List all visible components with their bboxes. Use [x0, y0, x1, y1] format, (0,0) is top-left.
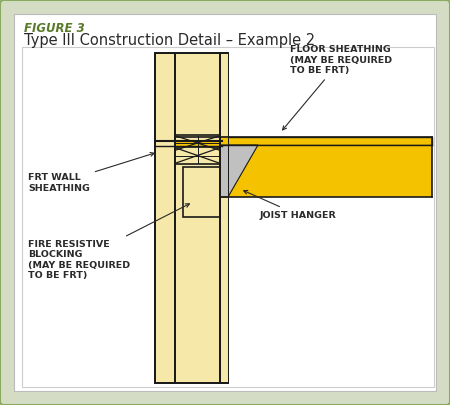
Bar	[183, 167, 220, 217]
Bar	[175, 137, 229, 145]
Text: FLOOR SHEATHING
(MAY BE REQUIRED
TO BE FRT): FLOOR SHEATHING (MAY BE REQUIRED TO BE F…	[283, 45, 392, 130]
Polygon shape	[220, 145, 258, 197]
Bar	[175, 53, 220, 383]
Bar	[220, 137, 432, 145]
Bar	[175, 147, 220, 164]
Text: FIGURE 3: FIGURE 3	[24, 22, 85, 35]
Bar	[155, 53, 175, 383]
Text: FIRE RESISTIVE
BLOCKING
(MAY BE REQUIRED
TO BE FRT): FIRE RESISTIVE BLOCKING (MAY BE REQUIRED…	[28, 204, 189, 280]
Bar	[175, 141, 220, 146]
Bar	[220, 53, 228, 383]
Text: Type III Construction Detail – Example 2: Type III Construction Detail – Example 2	[24, 33, 315, 48]
Text: JOIST HANGER: JOIST HANGER	[243, 190, 337, 220]
Bar	[220, 145, 432, 197]
Text: FRT WALL
SHEATHING: FRT WALL SHEATHING	[28, 153, 154, 193]
Bar	[22, 47, 434, 387]
Bar	[175, 135, 220, 151]
